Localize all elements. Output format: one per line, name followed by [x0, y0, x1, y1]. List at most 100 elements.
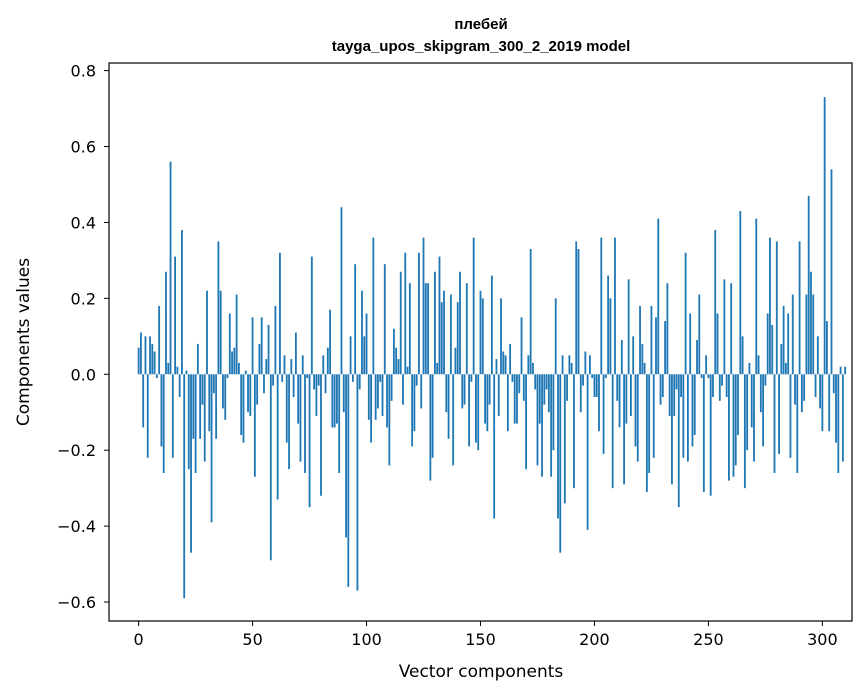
bar [766, 313, 769, 375]
bar [607, 275, 610, 375]
bar [755, 218, 758, 375]
bar [684, 252, 687, 375]
bar [602, 374, 605, 454]
bar [671, 374, 673, 485]
y-axis-label: Components values [14, 258, 34, 426]
bar [370, 374, 373, 443]
bar [185, 370, 188, 375]
bar [837, 374, 840, 473]
bar [780, 343, 783, 375]
bar [794, 374, 796, 405]
bar [700, 374, 703, 379]
bar [155, 374, 158, 379]
bar [413, 374, 416, 432]
bar [732, 374, 735, 477]
bar [527, 355, 530, 375]
bar [440, 302, 443, 375]
bar [238, 362, 240, 375]
bar [559, 374, 562, 553]
x-tick-label: 50 [242, 630, 262, 649]
bar [181, 230, 183, 375]
bar [570, 362, 573, 375]
bar [828, 374, 831, 432]
bar [650, 305, 653, 375]
bar [577, 249, 580, 375]
bar [789, 374, 792, 458]
bar [716, 313, 719, 375]
bar [146, 374, 149, 458]
bar [253, 374, 256, 477]
bar [365, 313, 368, 375]
bar [743, 374, 746, 489]
bar [529, 249, 532, 375]
bar [445, 374, 448, 413]
bar [383, 264, 386, 375]
y-tick-label: 0.6 [71, 138, 96, 157]
bar [620, 340, 623, 375]
bar [260, 317, 263, 375]
y-axis-ticks: −0.6 −0.4 −0.2 0.0 0.2 0.4 0.6 0.8 [57, 62, 109, 612]
bar [504, 355, 507, 375]
bar [165, 271, 167, 375]
bar [705, 355, 708, 375]
bar [222, 374, 224, 409]
bar [664, 321, 667, 375]
bar [301, 355, 304, 375]
bar [632, 336, 635, 375]
bar [258, 343, 261, 375]
bar [775, 241, 778, 375]
bar [449, 294, 452, 375]
bar [377, 374, 379, 409]
y-tick-label: 0.0 [71, 365, 96, 384]
bar [329, 309, 331, 375]
bar [812, 294, 815, 375]
bar [297, 374, 300, 424]
bar [661, 374, 664, 398]
bar [835, 374, 837, 443]
bar [557, 374, 559, 519]
bar [292, 374, 295, 398]
bar [153, 351, 156, 375]
bar [274, 305, 277, 375]
x-tick-label: 100 [351, 630, 382, 649]
bar [447, 374, 450, 439]
bar [630, 374, 632, 417]
bar [550, 374, 553, 477]
bar [367, 374, 370, 420]
bar [484, 374, 486, 424]
bar [693, 374, 696, 435]
bar [547, 374, 550, 413]
bar [659, 374, 662, 405]
bar [226, 374, 229, 379]
bar [149, 336, 151, 375]
bar [778, 374, 780, 454]
chart-subtitle: tayga_upos_skipgram_300_2_2019 model [332, 38, 631, 55]
bar [707, 374, 710, 379]
bar [174, 256, 176, 375]
bar [299, 374, 302, 462]
bar [306, 374, 309, 379]
bar [680, 374, 682, 398]
bar [591, 374, 594, 379]
bar [709, 374, 712, 496]
bar [702, 374, 705, 492]
bar [538, 374, 541, 424]
bar [481, 298, 484, 375]
bar [249, 374, 252, 417]
bar [598, 374, 600, 432]
bar [408, 283, 411, 375]
bar [677, 374, 680, 508]
bar [493, 374, 496, 519]
bar [686, 374, 689, 462]
bar [187, 374, 190, 470]
bar [244, 370, 247, 375]
bar [552, 374, 555, 451]
bar [361, 290, 363, 375]
bar [648, 374, 651, 473]
bar [468, 374, 471, 447]
bar [748, 362, 751, 375]
bar [739, 211, 742, 375]
bar [543, 374, 546, 405]
bar [427, 283, 429, 375]
bar [534, 374, 537, 390]
